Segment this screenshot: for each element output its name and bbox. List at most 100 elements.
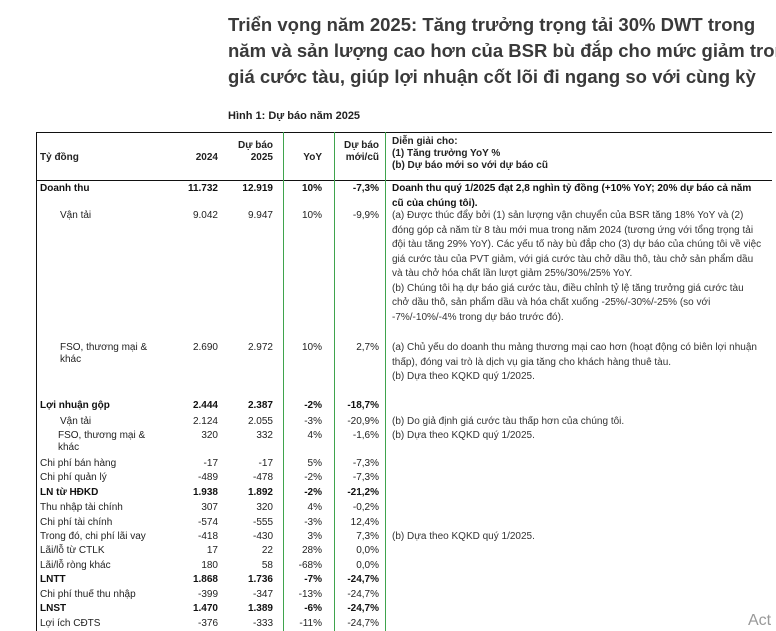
row-value: -17 xyxy=(258,458,273,469)
header-note: (b) Dự báo mới so với dự báo cũ xyxy=(392,160,548,171)
row-value: 2.972 xyxy=(247,342,273,353)
row-label: Lãi/lỗ từ CTLK xyxy=(40,545,105,556)
row-label: Lợi nhuận gộp xyxy=(40,400,110,411)
row-value: 0,0% xyxy=(356,545,379,556)
row-value: -347 xyxy=(252,589,273,600)
table-rule xyxy=(36,132,37,631)
row-label: Thu nhập tài chính xyxy=(40,502,123,513)
row-value: -6% xyxy=(304,603,322,614)
row-value: 0,0% xyxy=(356,560,379,571)
row-value: -24,7% xyxy=(347,589,379,600)
row-label: LNTT xyxy=(40,574,66,585)
row-label: Chi phí tài chính xyxy=(40,517,113,528)
row-value: -68% xyxy=(298,560,322,571)
row-value: -430 xyxy=(252,531,273,542)
title-line: giá cước tàu, giúp lợi nhuận cốt lõi đi … xyxy=(228,66,756,87)
row-label: Chi phí quản lý xyxy=(40,472,107,483)
figure-caption: Hình 1: Dự báo năm 2025 xyxy=(228,110,361,122)
column-divider xyxy=(385,132,386,631)
row-label: FSO, thương mại & khác xyxy=(58,430,146,453)
title: Triển vọng năm 2025: Tăng trưởng trọng t… xyxy=(228,12,776,90)
row-value: -489 xyxy=(197,472,218,483)
row-value: 9.042 xyxy=(192,210,218,221)
row-value: -24,7% xyxy=(347,603,379,614)
row-value: -399 xyxy=(197,589,218,600)
note: (b) Dựa theo KQKD quý 1/2025. xyxy=(392,430,535,441)
row-value: 1.389 xyxy=(247,603,273,614)
row-value: 2.055 xyxy=(247,416,273,427)
row-value: 3% xyxy=(307,531,322,542)
row-value: 2,7% xyxy=(356,342,379,353)
row-value: 2.690 xyxy=(192,342,218,353)
row-value: 2.387 xyxy=(247,400,273,411)
row-value: -1,6% xyxy=(352,430,379,441)
column-divider xyxy=(334,132,335,631)
row-value: 10% xyxy=(301,183,322,194)
row-value: 1.938 xyxy=(192,487,218,498)
row-label: LN từ HĐKD xyxy=(40,487,99,498)
row-value: -17 xyxy=(203,458,218,469)
row-value: 17 xyxy=(206,545,218,556)
row-value: 12,4% xyxy=(350,517,379,528)
row-notes: (b) Dựa theo KQKD quý 1/2025. xyxy=(392,530,762,545)
row-value: 180 xyxy=(201,560,218,571)
header-note: Diễn giải cho: xyxy=(392,136,458,147)
row-label: FSO, thương mại & khác xyxy=(60,342,148,365)
row-value: 307 xyxy=(201,502,218,513)
row-label: LNST xyxy=(40,603,67,614)
note: Doanh thu quý 1/2025 đạt 2,8 nghìn tỷ đồ… xyxy=(392,183,752,209)
row-value: -2% xyxy=(304,400,322,411)
note: (b) Do giả định giá cước tàu thấp hơn củ… xyxy=(392,416,625,427)
row-value: 1.736 xyxy=(247,574,273,585)
row-value: -555 xyxy=(252,517,273,528)
note: (b) Dựa theo KQKD quý 1/2025. xyxy=(392,371,535,382)
row-value: 1.868 xyxy=(192,574,218,585)
row-value: -20,9% xyxy=(347,416,379,427)
row-value: 10% xyxy=(301,210,322,221)
title-line: Triển vọng năm 2025: Tăng trưởng trọng t… xyxy=(228,14,756,35)
row-value: 11.732 xyxy=(187,183,218,194)
row-label: Trong đó, chi phí lãi vay xyxy=(40,531,146,542)
row-value: 58 xyxy=(261,560,273,571)
watermark: Act xyxy=(748,612,772,629)
row-value: 5% xyxy=(307,458,322,469)
note: (b) Dựa theo KQKD quý 1/2025. xyxy=(392,531,535,542)
row-value: 4% xyxy=(307,430,322,441)
row-label: Vận tải xyxy=(60,210,92,221)
row-value: 320 xyxy=(201,430,218,441)
row-value: 2.124 xyxy=(192,416,218,427)
header-cell: Dự báo mới/cũ xyxy=(343,140,379,163)
row-value: 320 xyxy=(256,502,273,513)
row-value: -333 xyxy=(252,618,273,629)
row-value: -7,3% xyxy=(352,183,379,194)
row-value: -0,2% xyxy=(352,502,379,513)
row-value: -2% xyxy=(304,472,322,483)
row-value: 22 xyxy=(261,545,273,556)
row-value: 1.892 xyxy=(247,487,273,498)
row-notes: (b) Dựa theo KQKD quý 1/2025. xyxy=(392,429,762,444)
header-cell: YoY xyxy=(303,152,322,163)
row-value: -13% xyxy=(298,589,322,600)
row-value: -3% xyxy=(304,517,322,528)
row-value: -478 xyxy=(252,472,273,483)
row-label: Chi phí bán hàng xyxy=(40,458,117,469)
title-line: năm và sản lượng cao hơn của BSR bù đắp … xyxy=(228,40,776,61)
row-label: Lợi ích CĐTS xyxy=(40,618,101,629)
note: (b) Chúng tôi hạ dự báo giá cước tàu, đi… xyxy=(392,282,744,323)
column-divider xyxy=(283,132,284,631)
note: (a) Được thúc đẩy bởi (1) sản lượng vận … xyxy=(392,210,762,279)
row-value: -9,9% xyxy=(352,210,379,221)
row-value: 4% xyxy=(307,502,322,513)
row-value: 12.919 xyxy=(242,183,273,194)
row-value: 7,3% xyxy=(356,531,379,542)
row-value: -418 xyxy=(197,531,218,542)
row-notes: (b) Do giả định giá cước tàu thấp hơn củ… xyxy=(392,415,762,430)
row-notes: (a) Chủ yếu do doanh thu mảng thương mại… xyxy=(392,341,762,385)
row-label: Doanh thu xyxy=(40,183,90,194)
row-value: 9.947 xyxy=(247,210,273,221)
row-value: -24,7% xyxy=(347,574,379,585)
row-value: -7% xyxy=(304,574,322,585)
row-value: -24,7% xyxy=(347,618,379,629)
row-value: 10% xyxy=(301,342,322,353)
